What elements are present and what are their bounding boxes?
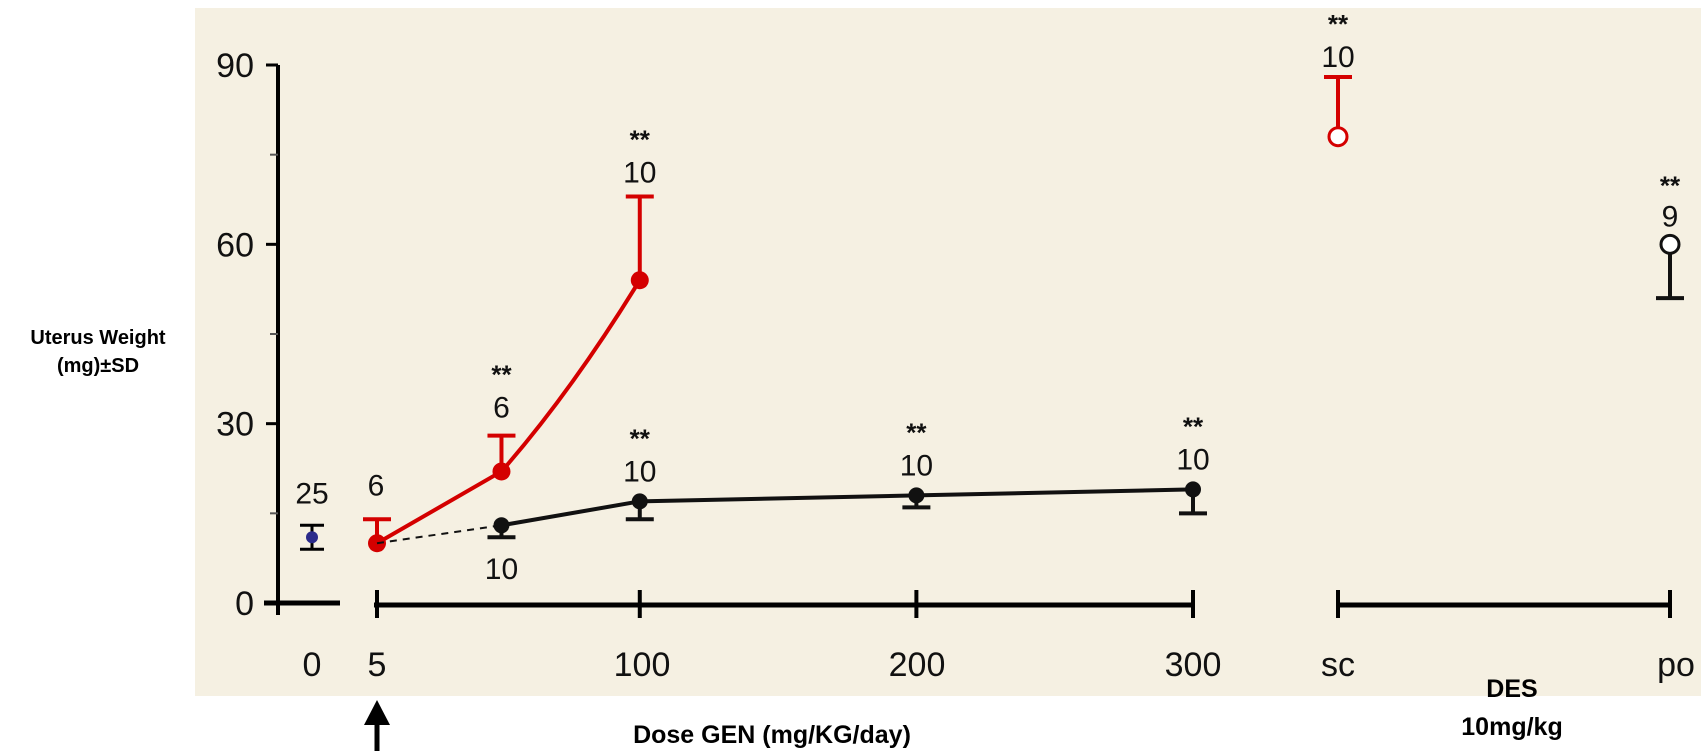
x-tick-label: 0: [303, 646, 322, 684]
data-point-black: [493, 517, 510, 534]
data-point-black: [1185, 481, 1201, 498]
y-axis-label-line1: Uterus Weight: [30, 327, 166, 349]
significance-label: **: [630, 125, 651, 155]
y-ticks: 0 30 60 90: [216, 47, 278, 623]
y-tick-label: 0: [235, 585, 254, 623]
sample-size-label: 25: [295, 477, 328, 510]
sample-size-label: 9: [1662, 200, 1679, 233]
x-tick-label: 5: [368, 646, 387, 684]
x-tick-label: po: [1657, 646, 1695, 684]
data-point-des: [1659, 233, 1681, 255]
x-tick-marks: [375, 590, 1672, 618]
x-tick-label: 300: [1165, 646, 1222, 684]
dose-arrow-head: [364, 700, 390, 725]
sample-size-label: 10: [623, 455, 656, 488]
data-point-control: [306, 531, 318, 544]
significance-label: **: [1660, 170, 1681, 200]
significance-label: **: [1328, 9, 1349, 39]
significance-label: **: [906, 417, 927, 447]
sample-size-label: 10: [623, 157, 656, 190]
des-label-line2: 10mg/kg: [1461, 713, 1562, 741]
y-axis-label-line2: (mg)±SD: [57, 355, 139, 377]
significance-label: **: [630, 423, 651, 453]
sample-size-label: 6: [368, 469, 385, 502]
x-tick-label: 100: [614, 646, 671, 684]
x-tick-label: sc: [1321, 646, 1355, 684]
significance-label: **: [491, 360, 512, 390]
plot-background: [195, 8, 1701, 696]
data-point-red: [630, 271, 649, 290]
des-label-line1: DES: [1486, 675, 1537, 703]
sample-size-label: 10: [1176, 443, 1209, 476]
y-tick-label: 90: [216, 47, 254, 85]
sample-size-label: 10: [1321, 41, 1354, 74]
sample-size-label: 6: [493, 392, 510, 425]
series-line-red: [376, 279, 642, 545]
x-tick-label: 200: [889, 646, 946, 684]
sample-size-label: 10: [485, 553, 518, 586]
data-point-black: [908, 487, 925, 504]
y-tick-label: 60: [216, 226, 254, 264]
x-axis-label: Dose GEN (mg/KG/day): [633, 721, 911, 749]
significance-label: **: [1183, 411, 1204, 441]
data-point-red: [492, 462, 511, 481]
data-point-des: [1327, 126, 1349, 148]
data-point-black: [631, 493, 648, 510]
series-line-black: [501, 487, 1194, 528]
y-tick-label: 30: [216, 406, 254, 444]
sample-size-label: 10: [900, 449, 933, 482]
series-line-dashed: [376, 524, 502, 545]
